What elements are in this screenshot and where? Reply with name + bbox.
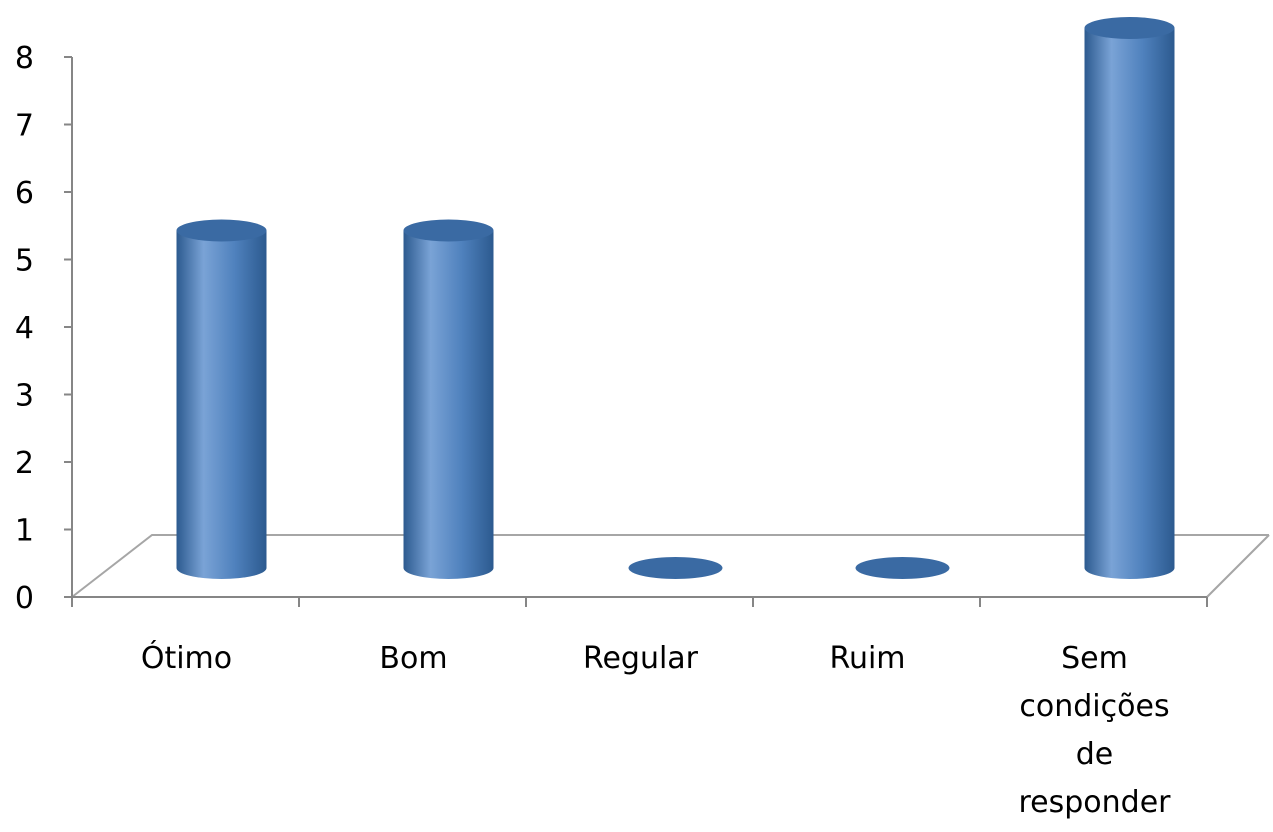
bar-top [176, 219, 267, 242]
x-category-label: Bom [379, 641, 447, 676]
bar [403, 219, 494, 579]
y-tick-label: 4 [15, 311, 34, 346]
y-tick-label: 1 [15, 514, 34, 549]
floor-back-edge [71, 534, 1269, 598]
bar-body [1084, 28, 1175, 579]
bar-body [176, 230, 267, 579]
bar-body [403, 230, 494, 579]
x-category-label-line: Regular [583, 641, 699, 676]
bars [176, 17, 1175, 579]
x-category-label-line: Ótimo [141, 639, 232, 676]
bar [1084, 17, 1175, 579]
x-category-label-line: Bom [379, 641, 447, 676]
x-category-label: Ótimo [141, 639, 232, 676]
x-category-label-line: Sem [1061, 641, 1128, 676]
axes [64, 56, 1208, 607]
x-category-label: Sem condições de responder [1018, 641, 1171, 820]
floor-right-edge [1206, 534, 1270, 598]
y-tick-label: 2 [15, 446, 34, 481]
x-category-label-line: Ruim [829, 641, 905, 676]
labels: 0 1 2 3 4 5 6 7 8 Ótimo Bom Regular Ruim Sem condições… [15, 41, 1171, 820]
y-tick-label: 6 [15, 176, 34, 211]
x-category-label-line: responder [1018, 785, 1171, 820]
y-tick-label: 8 [15, 41, 34, 76]
y-tick-label: 3 [15, 379, 34, 414]
x-category-label-line: condições [1019, 689, 1169, 724]
x-category-label: Regular [583, 641, 699, 676]
y-tick-label: 5 [15, 244, 34, 279]
bar-zero-disc [855, 557, 950, 579]
bar [628, 557, 723, 579]
bar [855, 557, 950, 579]
x-category-label-line: de [1076, 737, 1114, 772]
bar-top [1084, 17, 1175, 39]
bar-zero-disc [628, 557, 723, 579]
x-category-label: Ruim [829, 641, 905, 676]
y-tick-label: 0 [15, 581, 34, 616]
chart-floor [71, 534, 1270, 598]
bar-top [403, 219, 494, 242]
y-tick-label: 7 [15, 109, 34, 144]
bar [176, 219, 267, 579]
